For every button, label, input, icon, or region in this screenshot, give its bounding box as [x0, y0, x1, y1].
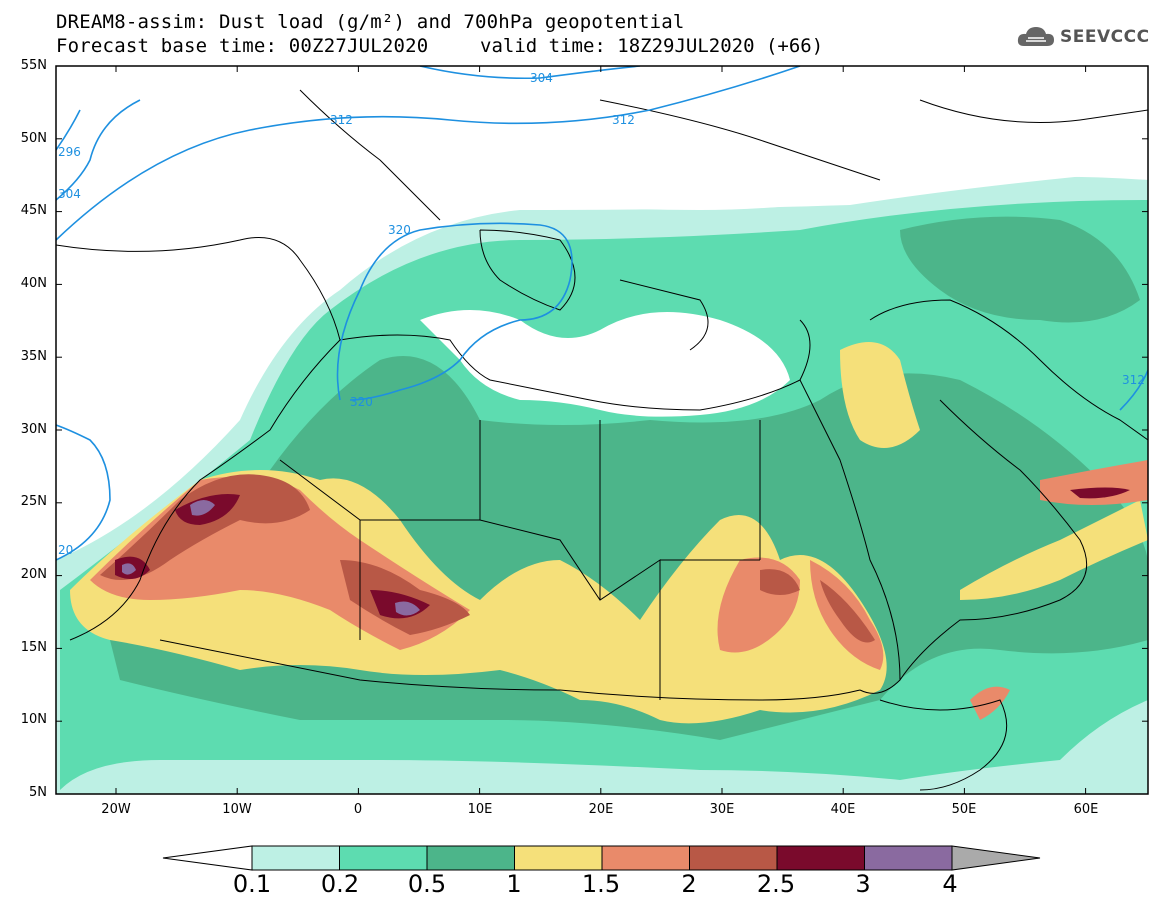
lat-label: 20N [20, 567, 47, 582]
forecast-base-time: Forecast base time: 00Z27JUL2020 [56, 35, 429, 57]
colorbar-swatch [689, 845, 778, 871]
colorbar [162, 845, 1041, 871]
colorbar-swatch [339, 845, 428, 871]
map-field [56, 66, 1148, 794]
colorbar-swatch [601, 845, 690, 871]
contour-labels: 304 312 312 296 304 320 320 312 20 [58, 71, 1145, 557]
contour-label: 312 [612, 113, 635, 127]
contour-label: 320 [350, 395, 373, 409]
colorbar-tick-label: 0.2 [320, 870, 360, 898]
colorbar-tick-label: 2.5 [756, 870, 796, 898]
colorbar-swatch [251, 845, 340, 871]
lat-label: 30N [20, 422, 47, 437]
lat-label: 45N [20, 203, 47, 218]
colorbar-tick-label: 1 [506, 870, 522, 898]
map-title: DREAM8-assim: Dust load (g/m²) and 700hP… [56, 11, 685, 33]
lon-label: 20W [101, 802, 131, 817]
valid-time: valid time: 18Z29JUL2020 (+66) [480, 35, 824, 57]
contour-label: 296 [58, 145, 81, 159]
contour-label: 304 [58, 187, 81, 201]
colorbar-min-arrow [162, 845, 253, 871]
contour-label: 304 [530, 71, 553, 85]
colorbar-swatch [426, 845, 515, 871]
lat-label: 10N [20, 712, 47, 727]
lon-label: 10W [222, 802, 252, 817]
coastlines [56, 89, 1148, 791]
colorbar-swatch [514, 845, 603, 871]
colorbar-max-arrow [951, 845, 1041, 871]
contour-label: 312 [330, 113, 353, 127]
lat-label: 25N [20, 494, 47, 509]
lon-label: 0 [353, 802, 363, 817]
colorbar-swatch [776, 845, 865, 871]
lat-label: 15N [20, 640, 47, 655]
colorbar-tick-label: 0.1 [232, 870, 272, 898]
colorbar-tick-label: 0.5 [407, 870, 447, 898]
colorbar-tick-label: 2 [681, 870, 697, 898]
contour-label: 320 [388, 223, 411, 237]
dust-band-2 [100, 474, 310, 580]
lat-label: 40N [20, 276, 47, 291]
colorbar-tick-label: 3 [855, 870, 871, 898]
seevccc-logo: SEEVCCC [1016, 24, 1150, 50]
geopotential-contours [56, 66, 1148, 561]
lat-label: 50N [20, 131, 47, 146]
lon-label: 60E [1073, 802, 1099, 817]
lon-label: 20E [588, 802, 614, 817]
colorbar-tick-label: 1.5 [581, 870, 621, 898]
lon-label: 40E [830, 802, 856, 817]
contour-label: 20 [58, 543, 73, 557]
lat-label: 35N [20, 349, 47, 364]
colorbar-tick-label: 4 [942, 870, 958, 898]
axis-ticks [56, 65, 1148, 795]
lon-label: 30E [709, 802, 735, 817]
lon-label: 50E [951, 802, 977, 817]
lon-label: 10E [467, 802, 493, 817]
cloud-icon [1017, 27, 1054, 46]
colorbar-swatch [864, 845, 953, 871]
logo-text: SEEVCCC [1060, 27, 1150, 47]
lat-label: 55N [20, 58, 47, 73]
contour-label: 312 [1122, 373, 1145, 387]
lat-label: 5N [29, 785, 47, 800]
